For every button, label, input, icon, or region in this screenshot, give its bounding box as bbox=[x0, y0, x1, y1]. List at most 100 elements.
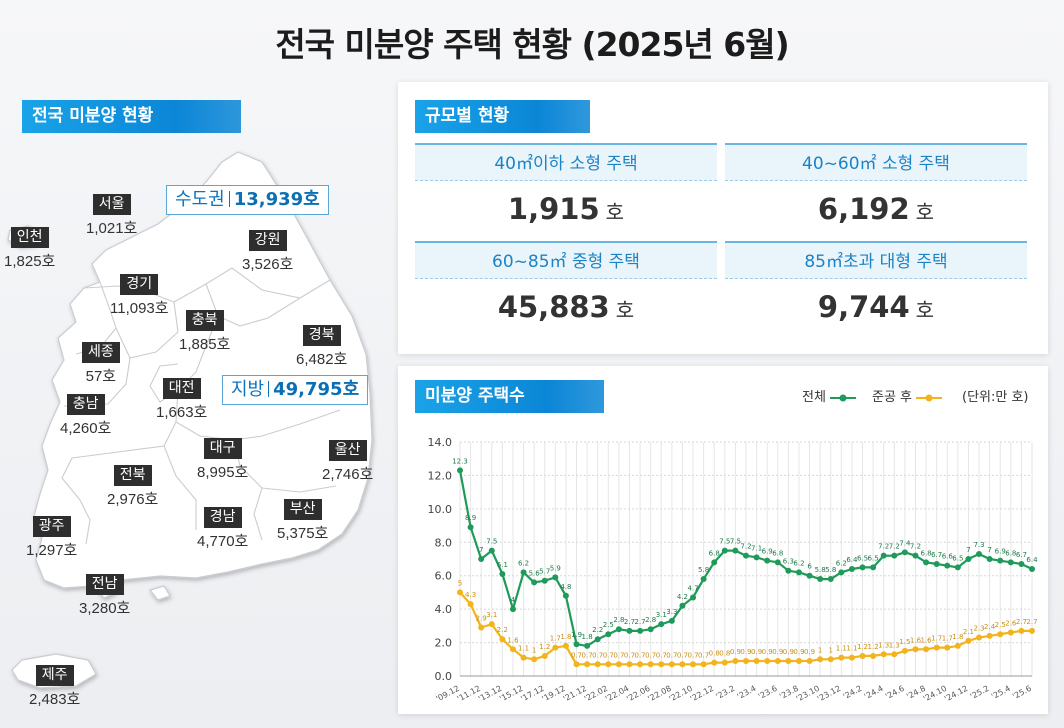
x-tick-label: '23.4 bbox=[736, 684, 758, 701]
region-sejong[interactable]: 세종 57호 bbox=[82, 341, 120, 386]
x-tick-label: '23.6 bbox=[757, 684, 779, 701]
point-completed bbox=[743, 657, 749, 664]
size-item-large: 85㎡초과 대형 주택 9,744 호 bbox=[725, 241, 1027, 335]
data-label-total: 12.3 bbox=[452, 457, 468, 465]
point-completed bbox=[679, 661, 686, 668]
x-tick-label: '25.4 bbox=[990, 684, 1012, 701]
region-gyeongbuk[interactable]: 경북 6,482호 bbox=[296, 324, 347, 369]
data-label-completed: 0.7 bbox=[666, 651, 677, 659]
point-total bbox=[647, 626, 654, 633]
size-item-small-60: 40~60㎡ 소형 주택 6,192 호 bbox=[725, 143, 1027, 237]
x-tick-label: '22.06 bbox=[625, 684, 651, 704]
point-completed bbox=[933, 644, 940, 651]
size-section-label: 규모별 현황 bbox=[415, 100, 590, 133]
point-total bbox=[827, 576, 834, 583]
data-label-total: 6.8 bbox=[921, 549, 932, 557]
point-completed bbox=[764, 657, 771, 664]
region-seoul[interactable]: 서울 1,021호 bbox=[86, 193, 137, 238]
x-tick-label: '25.6 bbox=[1011, 684, 1033, 701]
data-label-completed: 0.7 bbox=[645, 651, 656, 659]
point-completed bbox=[488, 621, 495, 628]
data-label-completed: 2.7 bbox=[1026, 618, 1037, 626]
data-label-completed: 1.8 bbox=[560, 633, 571, 641]
size-item-small-40: 40㎡이하 소형 주택 1,915 호 bbox=[415, 143, 717, 237]
region-daejeon[interactable]: 대전 1,663호 bbox=[156, 377, 207, 422]
region-jeonbuk[interactable]: 전북 2,976호 bbox=[107, 464, 158, 509]
region-value: 57호 bbox=[85, 368, 117, 385]
point-total bbox=[880, 552, 887, 559]
data-label-completed: 0.7 bbox=[613, 651, 624, 659]
point-total bbox=[795, 569, 802, 576]
region-name: 부산 bbox=[283, 499, 322, 520]
region-gwangju[interactable]: 광주 1,297호 bbox=[26, 515, 77, 560]
region-name: 경북 bbox=[302, 325, 341, 346]
size-value-number: 6,192 bbox=[817, 192, 910, 226]
data-label-total: 2.8 bbox=[645, 616, 656, 624]
x-tick-label: '22.08 bbox=[646, 684, 672, 704]
y-tick-label: 6.0 bbox=[435, 570, 453, 583]
point-completed bbox=[626, 661, 633, 668]
data-label-completed: 2.9 bbox=[476, 615, 487, 623]
data-label-completed: 0.7 bbox=[592, 651, 603, 659]
data-label-completed: 0.9 bbox=[730, 648, 741, 656]
data-label-total: 6.4 bbox=[846, 556, 858, 564]
point-completed bbox=[541, 652, 548, 659]
region-value: 11,093호 bbox=[110, 300, 169, 317]
point-total bbox=[584, 642, 591, 649]
data-label-total: 2.7 bbox=[624, 618, 635, 626]
data-label-completed: 2.2 bbox=[497, 626, 508, 634]
point-total bbox=[817, 576, 824, 583]
region-chungnam[interactable]: 충남 4,260호 bbox=[60, 393, 111, 438]
x-tick-label: '25.2 bbox=[969, 684, 991, 701]
region-busan[interactable]: 부산 5,375호 bbox=[277, 498, 328, 543]
point-completed bbox=[562, 642, 569, 649]
x-tick-label: '21.12 bbox=[562, 684, 588, 704]
data-label-total: 7 bbox=[966, 546, 970, 554]
point-completed bbox=[880, 651, 887, 658]
region-name: 세종 bbox=[82, 342, 120, 363]
point-total bbox=[626, 627, 633, 634]
point-completed bbox=[806, 657, 813, 664]
point-total bbox=[509, 606, 516, 613]
data-label-total: 7.3 bbox=[973, 541, 984, 549]
point-completed bbox=[848, 654, 855, 661]
data-label-total: 6.4 bbox=[1026, 556, 1038, 564]
data-label-completed: 0.7 bbox=[624, 651, 635, 659]
point-completed bbox=[573, 661, 580, 668]
x-tick-label: '13.12 bbox=[477, 684, 503, 704]
data-label-total: 6.5 bbox=[857, 554, 868, 562]
region-jeju[interactable]: 제주 2,483호 bbox=[29, 664, 80, 709]
point-completed bbox=[827, 656, 834, 663]
data-label-total: 4.2 bbox=[677, 593, 688, 601]
point-total bbox=[954, 564, 961, 571]
region-value: 2,976호 bbox=[107, 491, 159, 508]
point-completed bbox=[594, 661, 601, 668]
data-label-completed: 2.1 bbox=[963, 628, 974, 636]
region-ulsan[interactable]: 울산 2,746호 bbox=[322, 439, 373, 484]
point-completed bbox=[499, 636, 506, 643]
point-total bbox=[562, 592, 569, 599]
data-label-completed: 0.7 bbox=[687, 651, 698, 659]
region-chungbuk[interactable]: 충북 1,885호 bbox=[179, 309, 230, 354]
data-label-total: 7 bbox=[987, 546, 991, 554]
data-label-total: 2.8 bbox=[613, 616, 624, 624]
region-incheon[interactable]: 인천 1,825호 bbox=[4, 226, 55, 271]
region-gangwon[interactable]: 강원 3,526호 bbox=[242, 229, 293, 274]
point-total bbox=[594, 636, 601, 643]
region-daegu[interactable]: 대구 8,995호 bbox=[197, 437, 248, 482]
point-completed bbox=[753, 657, 760, 664]
point-total bbox=[997, 557, 1004, 564]
region-jeonnam[interactable]: 전남 3,280호 bbox=[79, 573, 130, 618]
data-label-total: 2.5 bbox=[603, 621, 614, 629]
data-label-total: 6.5 bbox=[952, 554, 963, 562]
size-value-unit: 호 bbox=[915, 298, 935, 322]
region-gyeonggi[interactable]: 경기 11,093호 bbox=[110, 273, 169, 318]
region-name: 경남 bbox=[203, 507, 242, 528]
legend-completed-label: 준공 후 bbox=[872, 390, 913, 405]
page-title: 전국 미분양 주택 현황 (2025년 6월) bbox=[275, 25, 789, 64]
point-total bbox=[764, 557, 771, 564]
data-label-total: 6.3 bbox=[783, 558, 794, 566]
region-gyeongnam[interactable]: 경남 4,770호 bbox=[197, 506, 248, 551]
y-tick-label: 12.0 bbox=[428, 469, 453, 482]
point-completed bbox=[859, 652, 866, 659]
